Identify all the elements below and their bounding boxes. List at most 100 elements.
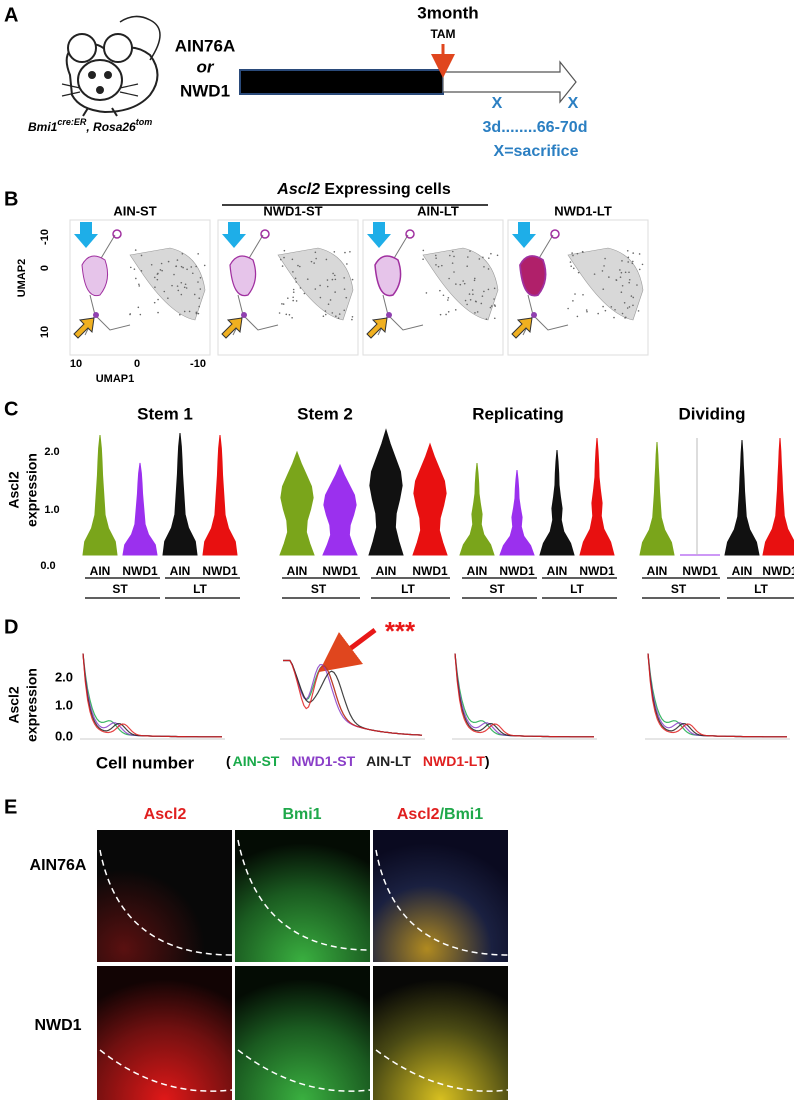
header-text: Expressing cells xyxy=(320,181,451,198)
umap-point xyxy=(572,267,575,270)
curve xyxy=(454,653,594,738)
panel-label: B xyxy=(4,188,18,210)
umap-point xyxy=(469,250,471,252)
plot-title: Dividing xyxy=(678,404,745,423)
axis-tick: 0.0 xyxy=(40,560,55,572)
umap-point xyxy=(447,299,449,301)
umap-point xyxy=(185,287,188,289)
umap-point xyxy=(620,291,623,294)
umap-point xyxy=(628,306,631,308)
umap-point xyxy=(570,265,572,268)
panel-label: A xyxy=(4,4,18,26)
legend-entry: NWD1-ST xyxy=(291,753,355,769)
umap-point xyxy=(333,274,336,277)
umap-point xyxy=(199,276,202,279)
sacrifice-marker: X xyxy=(568,95,579,112)
umap-point xyxy=(190,266,193,268)
condition-label: NWD1 xyxy=(499,564,535,578)
axis-label: expression xyxy=(24,668,40,742)
condition-label: AIN xyxy=(376,564,397,578)
umap-point xyxy=(343,277,345,279)
umap-point xyxy=(476,311,479,313)
umap-point xyxy=(597,312,599,315)
orange-arrow xyxy=(511,317,533,339)
umap-point xyxy=(315,257,317,260)
umap-point xyxy=(329,299,332,301)
umap-point xyxy=(624,317,626,319)
legend-bracket: ( xyxy=(226,753,231,769)
merge-green: /Bmi1 xyxy=(440,806,484,823)
umap-point xyxy=(628,271,630,274)
period-label: ST xyxy=(112,582,128,596)
umap-point xyxy=(487,288,490,291)
umap-point xyxy=(490,252,492,255)
violin-plots: Stem 1 AIN NWD1 AIN NWD1 ST LT Stem 2 AIN NWD1 AIN… xyxy=(82,404,794,599)
umap-point xyxy=(435,257,437,259)
umap-point xyxy=(176,259,179,261)
umap-point xyxy=(299,287,302,289)
umap-point xyxy=(619,276,622,278)
umap-point xyxy=(434,254,437,257)
umap-point xyxy=(641,263,644,266)
condition-label: AIN xyxy=(170,564,191,578)
umap-point xyxy=(195,311,198,314)
violin xyxy=(162,432,198,556)
umap-point xyxy=(292,296,294,299)
umap-point xyxy=(195,312,198,315)
umap-cluster xyxy=(229,255,257,297)
umap-point xyxy=(197,312,200,315)
umap-point xyxy=(324,310,327,312)
umap-point xyxy=(493,317,496,320)
umap-point xyxy=(139,313,142,316)
umap-point xyxy=(326,285,329,288)
umap-point xyxy=(163,290,166,293)
umap-point xyxy=(480,302,483,305)
gene: Bmi1 xyxy=(28,120,58,134)
condition-label: NWD1 xyxy=(122,564,158,578)
violin xyxy=(412,442,448,556)
umap-point xyxy=(439,313,442,316)
umap-point xyxy=(183,286,186,289)
curve xyxy=(647,653,787,738)
panel-label: E xyxy=(4,796,17,818)
axis-tick: 0.0 xyxy=(55,728,73,743)
umap-point xyxy=(581,250,584,253)
umap-point xyxy=(628,281,630,284)
umap-point xyxy=(493,304,496,306)
period-label: LT xyxy=(754,582,768,596)
curve xyxy=(647,653,787,738)
umap-point xyxy=(287,297,289,299)
axis-label: Ascl2 xyxy=(6,686,22,724)
umap-point xyxy=(137,306,140,309)
panel-label: D xyxy=(4,616,18,638)
umap-point xyxy=(295,281,298,283)
umap-point xyxy=(493,298,495,300)
curve xyxy=(454,653,594,738)
umap-point xyxy=(343,288,346,290)
umap-point xyxy=(292,271,294,273)
umap-point xyxy=(469,299,472,301)
umap-point xyxy=(179,313,181,316)
umap-point xyxy=(437,265,440,268)
umap-point xyxy=(593,273,596,275)
micrograph xyxy=(235,966,370,1100)
umap-point xyxy=(199,288,202,290)
curve xyxy=(82,653,222,738)
umap-point xyxy=(474,277,476,280)
umap-point xyxy=(294,277,297,280)
umap-point xyxy=(462,280,464,282)
umap-point xyxy=(153,301,156,304)
umap-cluster xyxy=(260,229,270,239)
condition-label: NWD1 xyxy=(202,564,238,578)
umap-point xyxy=(157,311,159,314)
orange-arrow xyxy=(366,317,388,339)
umap-point xyxy=(604,257,606,260)
umap-point xyxy=(464,299,467,302)
micrograph xyxy=(373,830,508,962)
umap-point xyxy=(344,251,346,254)
umap-point xyxy=(167,260,170,263)
umap-point xyxy=(281,303,283,305)
umap-point xyxy=(482,256,484,259)
axis-tick: 10 xyxy=(70,358,82,370)
time-range: 3d........66-70d xyxy=(483,119,588,136)
